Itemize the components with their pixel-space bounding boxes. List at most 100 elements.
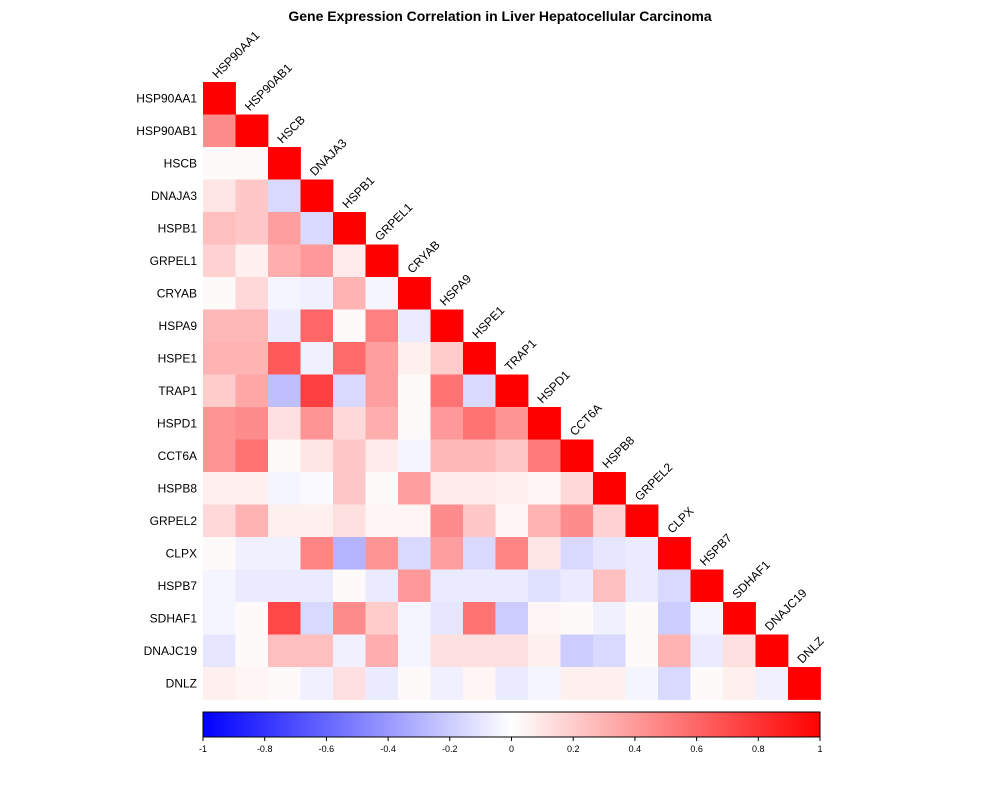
row-label-clpx: CLPX: [166, 546, 197, 560]
heatmap-cell-HSPE1-DNAJA3: [300, 342, 334, 375]
heatmap-cell-CLPX-HSPE1: [463, 537, 496, 570]
heatmap-cell-DNAJC19-HSPB8: [593, 634, 626, 668]
heatmap-cell-HSPE1-HSCB: [268, 342, 301, 375]
row-label-trap1: TRAP1: [158, 384, 197, 398]
heatmap-cell-HSPA9-HSP90AB1: [235, 309, 269, 343]
heatmap-cell-HSP90AB1-HSP90AA1: [203, 114, 236, 148]
heatmap-cell-SDHAF1-CCT6A: [560, 602, 594, 635]
heatmap-cell-DNAJC19-CCT6A: [560, 634, 594, 668]
heatmap-cell-CCT6A-DNAJA3: [300, 439, 334, 473]
heatmap-cell-HSPB7-HSPB8: [593, 569, 626, 603]
heatmap-cell-GRPEL2-GRPEL2: [625, 504, 659, 538]
heatmap-cell-TRAP1-HSPB1: [333, 374, 366, 408]
heatmap-cell-CCT6A-GRPEL1: [365, 439, 399, 473]
row-label-hsp90aa1: HSP90AA1: [136, 91, 197, 105]
heatmap-cell-SDHAF1-HSPB1: [333, 602, 366, 635]
heatmap-cell-DNAJC19-DNAJC19: [755, 634, 789, 668]
heatmap-cell-HSPB7-HSPA9: [430, 569, 464, 603]
heatmap-cell-HSPA9-HSP90AA1: [203, 309, 236, 343]
heatmap-cell-SDHAF1-HSP90AA1: [203, 602, 236, 635]
heatmap-cell-CLPX-TRAP1: [495, 537, 529, 570]
heatmap-cell-HSPB7-HSPB7: [690, 569, 724, 603]
heatmap-cell-CLPX-HSCB: [268, 537, 301, 570]
column-label-grpel2: GRPEL2: [632, 460, 676, 504]
heatmap-cell-HSPB1-HSPB1: [333, 212, 366, 245]
heatmap-cell-CCT6A-HSPD1: [528, 439, 561, 473]
column-label-hspe1: HSPE1: [469, 303, 507, 341]
heatmap-cell-CCT6A-CCT6A: [560, 439, 594, 473]
heatmap-cell-TRAP1-HSP90AB1: [235, 374, 269, 408]
heatmap-cell-CRYAB-HSP90AB1: [235, 277, 269, 310]
row-label-hspb1: HSPB1: [158, 221, 198, 235]
heatmap-cell-HSPB1-DNAJA3: [300, 212, 334, 245]
column-label-clpx: CLPX: [664, 504, 696, 536]
heatmap-cell-SDHAF1-HSPA9: [430, 602, 464, 635]
heatmap-cell-HSP90AA1-HSP90AA1: [203, 82, 236, 115]
column-label-dnlz: DNLZ: [794, 634, 826, 666]
heatmap-cell-HSCB-HSP90AB1: [235, 147, 269, 180]
column-label-hspb7: HSPB7: [697, 531, 735, 569]
row-label-sdhaf1: SDHAF1: [150, 611, 198, 625]
row-labels: HSP90AA1 HSP90AB1 HSCB DNAJA3 HSPB1 GRPEL1 CRY…: [136, 91, 197, 690]
heatmap-cell-DNAJA3-HSCB: [268, 179, 301, 213]
heatmap-cell-CLPX-DNAJA3: [300, 537, 334, 570]
heatmap-cell-CRYAB-HSPB1: [333, 277, 366, 310]
heatmap-cell-HSPB7-HSCB: [268, 569, 301, 603]
heatmap-cell-DNAJC19-SDHAF1: [723, 634, 756, 668]
heatmap-cell-SDHAF1-HSCB: [268, 602, 301, 635]
heatmap-cell-GRPEL2-HSP90AB1: [235, 504, 269, 538]
heatmap-cell-GRPEL2-HSPD1: [528, 504, 561, 538]
heatmap-cell-CCT6A-HSP90AA1: [203, 439, 236, 473]
column-label-sdhaf1: SDHAF1: [729, 558, 773, 602]
heatmap-cell-GRPEL2-HSCB: [268, 504, 301, 538]
heatmap-cell-HSPB8-HSCB: [268, 472, 301, 505]
heatmap-cell-TRAP1-HSPE1: [463, 374, 496, 408]
heatmap-cell-SDHAF1-CLPX: [658, 602, 691, 635]
heatmap-cell-CLPX-HSPB8: [593, 537, 626, 570]
heatmap-cell-CRYAB-CRYAB: [398, 277, 431, 310]
heatmap-cell-DNLZ-CRYAB: [398, 667, 431, 700]
heatmap-cell-GRPEL2-CRYAB: [398, 504, 431, 538]
heatmap-cell-HSPA9-HSPA9: [430, 309, 464, 343]
colorbar-tick-label-10: 1: [817, 744, 822, 754]
heatmap-cell-DNAJC19-HSPE1: [463, 634, 496, 668]
heatmap-cell-GRPEL2-HSP90AA1: [203, 504, 236, 538]
chart-title: Gene Expression Correlation in Liver Hep…: [288, 8, 711, 24]
colorbar-tick-label-4: -0.2: [442, 744, 458, 754]
column-label-dnaja3: DNAJA3: [307, 136, 350, 179]
heatmap-cell-HSPD1-HSCB: [268, 407, 301, 440]
row-label-cryab: CRYAB: [157, 286, 197, 300]
heatmap-cell-HSPD1-HSPE1: [463, 407, 496, 440]
heatmap-cell-DNLZ-DNLZ: [788, 667, 821, 700]
row-label-hsp90ab1: HSP90AB1: [136, 124, 197, 138]
heatmap-cell-SDHAF1-GRPEL1: [365, 602, 399, 635]
colorbar-tick-label-9: 0.8: [752, 744, 765, 754]
column-label-dnajc19: DNAJC19: [762, 586, 810, 634]
heatmap-cell-GRPEL1-HSP90AB1: [235, 244, 269, 278]
heatmap-cell-HSPB7-HSP90AB1: [235, 569, 269, 603]
heatmap-cell-HSPB7-DNAJA3: [300, 569, 334, 603]
heatmap-cell-SDHAF1-DNAJA3: [300, 602, 334, 635]
heatmap-cell-DNAJC19-HSPD1: [528, 634, 561, 668]
colorbar-tick-label-5: 0: [509, 744, 514, 754]
heatmap-cell-HSPB7-HSPB1: [333, 569, 366, 603]
colorbar-tick-label-8: 0.6: [690, 744, 703, 754]
heatmap-cell-HSPE1-HSPE1: [463, 342, 496, 375]
heatmap-cell-HSPB8-HSPE1: [463, 472, 496, 505]
heatmap-cell-SDHAF1-HSPB8: [593, 602, 626, 635]
heatmap-cell-SDHAF1-HSPE1: [463, 602, 496, 635]
heatmap-cell-GRPEL2-CCT6A: [560, 504, 594, 538]
heatmap-cell-HSCB-HSCB: [268, 147, 301, 180]
heatmap-cell-HSPD1-HSP90AB1: [235, 407, 269, 440]
heatmap-cell-TRAP1-TRAP1: [495, 374, 529, 408]
heatmap-cell-TRAP1-DNAJA3: [300, 374, 334, 408]
heatmap-cell-HSPE1-HSPB1: [333, 342, 366, 375]
heatmap-cell-HSPD1-DNAJA3: [300, 407, 334, 440]
heatmap-cell-DNLZ-DNAJA3: [300, 667, 334, 700]
heatmap-cell-HSPB7-HSPE1: [463, 569, 496, 603]
heatmap-cell-DNLZ-HSPB1: [333, 667, 366, 700]
heatmap-cell-HSPB1-HSP90AA1: [203, 212, 236, 245]
colorbar-tick-label-7: 0.4: [629, 744, 642, 754]
heatmap-cell-HSPB8-TRAP1: [495, 472, 529, 505]
heatmap-cell-SDHAF1-GRPEL2: [625, 602, 659, 635]
